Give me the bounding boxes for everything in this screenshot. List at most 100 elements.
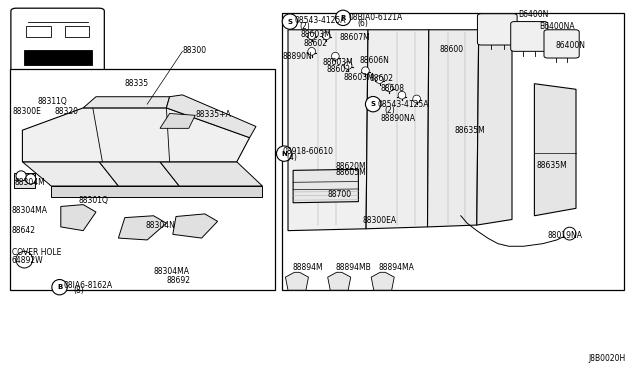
Polygon shape xyxy=(99,162,179,186)
Ellipse shape xyxy=(308,48,316,55)
Text: 88607M: 88607M xyxy=(339,33,370,42)
Text: 88603M: 88603M xyxy=(343,73,374,81)
Polygon shape xyxy=(22,162,118,186)
Polygon shape xyxy=(288,30,368,231)
Polygon shape xyxy=(173,214,218,238)
Ellipse shape xyxy=(344,62,352,69)
Ellipse shape xyxy=(276,146,292,161)
Text: 88894M: 88894M xyxy=(292,263,323,272)
FancyBboxPatch shape xyxy=(544,30,579,58)
Polygon shape xyxy=(428,30,479,227)
Text: B6400NA: B6400NA xyxy=(539,22,575,31)
Text: 88304N: 88304N xyxy=(146,221,176,230)
Text: 88019NA: 88019NA xyxy=(547,231,582,240)
Text: J8B0020H: J8B0020H xyxy=(589,354,626,363)
Text: S: S xyxy=(371,101,376,107)
Ellipse shape xyxy=(335,10,351,26)
Polygon shape xyxy=(477,30,512,225)
Text: 88301Q: 88301Q xyxy=(79,196,109,205)
FancyBboxPatch shape xyxy=(11,8,104,83)
Text: 88304MA: 88304MA xyxy=(154,267,189,276)
Text: 88700: 88700 xyxy=(328,190,352,199)
Text: R: R xyxy=(340,15,346,21)
Polygon shape xyxy=(160,162,262,186)
Text: 88894MB: 88894MB xyxy=(335,263,371,272)
Text: (2): (2) xyxy=(384,106,395,115)
Ellipse shape xyxy=(398,92,406,99)
Polygon shape xyxy=(61,205,96,231)
FancyBboxPatch shape xyxy=(511,22,548,51)
Ellipse shape xyxy=(16,171,26,181)
Ellipse shape xyxy=(52,279,67,295)
Text: (2): (2) xyxy=(300,22,310,31)
Text: 08543-4125A: 08543-4125A xyxy=(378,100,429,109)
Text: 88603M: 88603M xyxy=(323,58,353,67)
Text: 88608: 88608 xyxy=(380,84,404,93)
Text: 88602: 88602 xyxy=(326,65,351,74)
Text: 64892W: 64892W xyxy=(12,256,43,265)
Text: 88320: 88320 xyxy=(54,107,79,116)
Text: 88620M: 88620M xyxy=(335,162,366,171)
Text: B: B xyxy=(57,284,62,290)
Text: 88602: 88602 xyxy=(304,39,328,48)
Text: 88304MA: 88304MA xyxy=(12,206,47,215)
Text: 88335: 88335 xyxy=(125,79,149,88)
Text: 08543-4125A: 08543-4125A xyxy=(294,16,346,25)
Bar xyxy=(282,13,624,290)
Bar xyxy=(10,69,275,290)
Polygon shape xyxy=(14,173,35,188)
Polygon shape xyxy=(160,113,195,128)
Text: 88890N: 88890N xyxy=(282,52,312,61)
Bar xyxy=(65,26,89,37)
FancyBboxPatch shape xyxy=(477,14,517,45)
Text: 88605M: 88605M xyxy=(335,169,366,177)
Text: 88890NA: 88890NA xyxy=(380,114,415,123)
Polygon shape xyxy=(285,272,308,290)
Ellipse shape xyxy=(282,14,298,29)
Polygon shape xyxy=(366,30,429,229)
Text: N: N xyxy=(281,151,287,157)
Bar xyxy=(26,26,51,37)
Text: B6400N: B6400N xyxy=(518,10,548,19)
Ellipse shape xyxy=(376,76,383,83)
Ellipse shape xyxy=(308,32,316,39)
Text: 88300: 88300 xyxy=(182,46,207,55)
Text: 88602: 88602 xyxy=(370,74,394,83)
Ellipse shape xyxy=(332,52,339,60)
Polygon shape xyxy=(328,272,351,290)
Text: 88300E: 88300E xyxy=(13,107,42,116)
Text: (4): (4) xyxy=(287,153,298,162)
Ellipse shape xyxy=(362,67,369,74)
Ellipse shape xyxy=(385,84,393,92)
Ellipse shape xyxy=(563,227,576,240)
Polygon shape xyxy=(83,97,170,108)
Text: 88606N: 88606N xyxy=(360,56,390,65)
Ellipse shape xyxy=(16,251,33,268)
Ellipse shape xyxy=(323,32,330,39)
Text: 88335+A: 88335+A xyxy=(195,110,231,119)
Polygon shape xyxy=(293,169,358,203)
Text: 88304M: 88304M xyxy=(15,178,45,187)
Ellipse shape xyxy=(365,96,381,112)
Ellipse shape xyxy=(413,95,420,103)
Polygon shape xyxy=(118,216,166,240)
Text: 88600: 88600 xyxy=(439,45,463,54)
Text: 88894MA: 88894MA xyxy=(379,263,415,272)
Text: 88635M: 88635M xyxy=(454,126,485,135)
Text: S: S xyxy=(287,19,292,25)
Text: 88642: 88642 xyxy=(12,226,35,235)
Bar xyxy=(24,50,92,65)
Ellipse shape xyxy=(26,174,36,184)
Polygon shape xyxy=(534,84,576,216)
Polygon shape xyxy=(51,186,262,197)
Text: (6): (6) xyxy=(357,19,368,28)
Text: COVER HOLE: COVER HOLE xyxy=(12,248,61,257)
Text: (8): (8) xyxy=(74,286,84,295)
Text: 08IA6-8162A: 08IA6-8162A xyxy=(64,281,113,290)
Text: 08918-60610: 08918-60610 xyxy=(282,147,333,156)
Text: 88635M: 88635M xyxy=(536,161,567,170)
Text: 88692: 88692 xyxy=(166,276,191,285)
Text: 88311Q: 88311Q xyxy=(37,97,67,106)
Polygon shape xyxy=(371,272,394,290)
Text: 88603M: 88603M xyxy=(301,30,332,39)
